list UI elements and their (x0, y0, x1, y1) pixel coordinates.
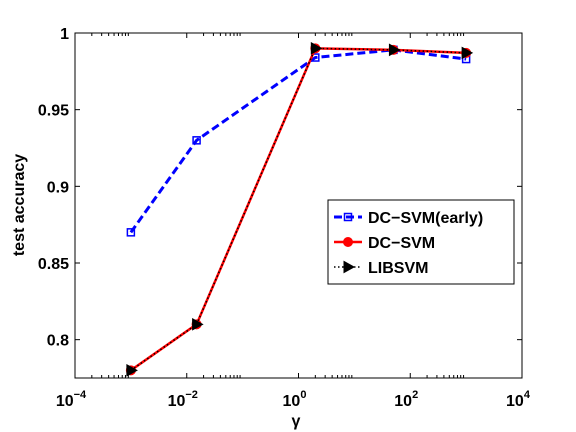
legend: DC−SVM(early) DC−SVM LIBSVM (327, 199, 515, 285)
x-tick-label: 10−2 (168, 389, 198, 410)
x-tick-label: 10−4 (56, 389, 87, 410)
y-axis-label: test accuracy (11, 154, 28, 256)
legend-label: DC−SVM (368, 235, 435, 252)
data-point (343, 260, 356, 274)
y-axis-ticks: 0.8 0.85 0.9 0.95 1 (38, 26, 522, 350)
series-line (129, 48, 467, 234)
y-tick-label: 0.85 (38, 256, 69, 273)
x-axis-label: γ (292, 413, 301, 430)
legend-entry: LIBSVM (334, 260, 428, 277)
data-point (192, 136, 201, 145)
x-tick-label: 100 (283, 389, 307, 410)
y-tick-label: 1 (60, 26, 69, 43)
data-point (343, 212, 353, 222)
y-tick-label: 0.8 (47, 333, 69, 350)
legend-label: DC−SVM(early) (368, 210, 483, 227)
legend-entry: DC−SVM(early) (334, 210, 483, 227)
data-point (343, 237, 353, 247)
legend-entry: DC−SVM (334, 235, 435, 252)
data-point (461, 46, 474, 60)
x-tick-label: 104 (506, 389, 531, 410)
series-layer (125, 41, 474, 377)
data-point (126, 228, 136, 237)
data-point (388, 43, 401, 57)
data-point (310, 41, 323, 55)
legend-label: LIBSVM (368, 260, 428, 277)
data-point (192, 317, 204, 331)
data-point (126, 363, 138, 377)
series (126, 41, 474, 377)
x-axis-ticks: 10−4 10−2 100 102 104 (56, 33, 531, 410)
y-tick-label: 0.9 (47, 179, 69, 196)
y-tick-label: 0.95 (38, 103, 69, 120)
x-tick-label: 102 (394, 389, 418, 410)
